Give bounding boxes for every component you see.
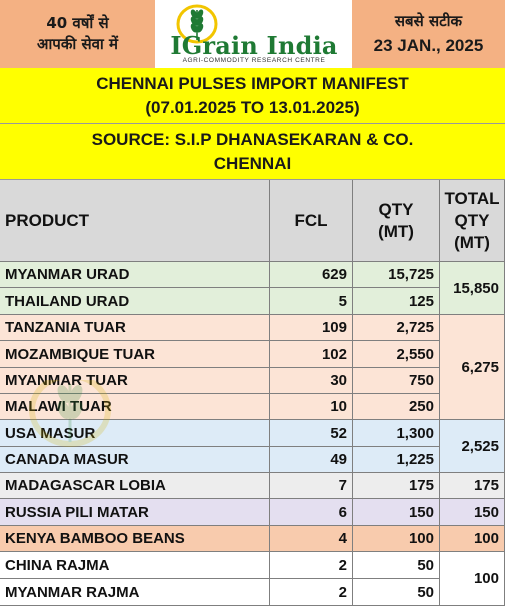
table-row-product: MYANMAR URAD: [0, 262, 270, 288]
report-source: SOURCE: S.I.P DHANASEKARAN & CO. CHENNAI: [0, 124, 505, 180]
table-row-fcl: 52: [270, 420, 353, 447]
table-row-fcl: 4: [270, 526, 353, 552]
column-header-total-qty: TOTAL QTY (MT): [440, 180, 505, 262]
table-row-product: MOZAMBIQUE TUAR: [0, 341, 270, 368]
table-row-product: MYANMAR RAJMA: [0, 579, 270, 606]
header-accuracy-tagline: सबसे सटीक: [394, 12, 463, 30]
total-qty-rajma: 100: [440, 552, 505, 606]
header-tagline-box: 40 वर्षों से आपकी सेवा में: [0, 0, 155, 68]
table-row-fcl: 10: [270, 394, 353, 420]
table-row-qty: 15,725: [353, 262, 440, 288]
igrain-logo: IGrain India AGRI-COMMODITY RESEARCH CEN…: [155, 0, 352, 68]
table-row-product: TANZANIA TUAR: [0, 315, 270, 341]
column-header-product: PRODUCT: [0, 180, 270, 262]
column-header-total-line2: QTY: [454, 210, 490, 230]
table-row-fcl: 5: [270, 288, 353, 315]
total-qty-lobia: 175: [440, 473, 505, 499]
logo-tagline: AGRI-COMMODITY RESEARCH CENTRE: [182, 57, 326, 64]
header-tagline-line2: आपकी सेवा में: [36, 35, 119, 53]
column-header-qty-line2: (MT): [378, 221, 414, 241]
logo-brand-name: IGrain India: [170, 31, 338, 60]
column-header-qty: QTY (MT): [353, 180, 440, 262]
table-row-product: CHINA RAJMA: [0, 552, 270, 579]
table-row-product: CANADA MASUR: [0, 447, 270, 473]
table-row-product: USA MASUR: [0, 420, 270, 447]
table-row-fcl: 7: [270, 473, 353, 499]
table-row-fcl: 30: [270, 368, 353, 394]
table-row-qty: 750: [353, 368, 440, 394]
table-row-qty: 250: [353, 394, 440, 420]
table-row-product: MALAWI TUAR: [0, 394, 270, 420]
column-header-total-line3: (MT): [454, 232, 490, 252]
report-title: CHENNAI PULSES IMPORT MANIFEST (07.01.20…: [0, 68, 505, 124]
table-row-fcl: 6: [270, 499, 353, 526]
header-date-box: सबसे सटीक 23 JAN., 2025: [352, 0, 505, 68]
import-manifest-table: PRODUCT FCL QTY (MT) TOTAL QTY (MT) MYAN…: [0, 180, 505, 606]
table-row-fcl: 49: [270, 447, 353, 473]
header-tagline-line1: 40 वर्षों से: [46, 14, 109, 32]
table-row-qty: 175: [353, 473, 440, 499]
table-row-fcl: 629: [270, 262, 353, 288]
table-row-qty: 1,225: [353, 447, 440, 473]
table-row-qty: 1,300: [353, 420, 440, 447]
table-row-fcl: 102: [270, 341, 353, 368]
table-row-fcl: 2: [270, 579, 353, 606]
table-row-qty: 2,550: [353, 341, 440, 368]
report-title-line1: CHENNAI PULSES IMPORT MANIFEST: [96, 73, 409, 93]
header-banner: 40 वर्षों से आपकी सेवा में IGrain India …: [0, 0, 505, 68]
column-header-qty-line1: QTY: [378, 199, 414, 219]
table-row-fcl: 2: [270, 552, 353, 579]
total-qty-tuar: 6,275: [440, 315, 505, 420]
total-qty-urad: 15,850: [440, 262, 505, 315]
table-row-product: THAILAND URAD: [0, 288, 270, 315]
total-qty-masur: 2,525: [440, 420, 505, 473]
report-period: (07.01.2025 TO 13.01.2025): [145, 97, 360, 117]
column-header-total-line1: TOTAL: [444, 188, 500, 208]
table-row-qty: 50: [353, 579, 440, 606]
table-row-qty: 125: [353, 288, 440, 315]
total-qty-pili-matar: 150: [440, 499, 505, 526]
column-header-fcl: FCL: [270, 180, 353, 262]
table-row-qty: 100: [353, 526, 440, 552]
table-row-product: MYANMAR TUAR: [0, 368, 270, 394]
total-qty-bamboo-beans: 100: [440, 526, 505, 552]
table-row-product: RUSSIA PILI MATAR: [0, 499, 270, 526]
table-row-product: MADAGASCAR LOBIA: [0, 473, 270, 499]
table-row-fcl: 109: [270, 315, 353, 341]
table-row-qty: 150: [353, 499, 440, 526]
report-date: 23 JAN., 2025: [373, 36, 484, 55]
report-source-line2: CHENNAI: [213, 153, 292, 173]
wheat-emblem-icon: [176, 4, 218, 44]
table-row-product: KENYA BAMBOO BEANS: [0, 526, 270, 552]
table-row-qty: 50: [353, 552, 440, 579]
report-source-line1: SOURCE: S.I.P DHANASEKARAN & CO.: [91, 129, 414, 149]
table-row-qty: 2,725: [353, 315, 440, 341]
